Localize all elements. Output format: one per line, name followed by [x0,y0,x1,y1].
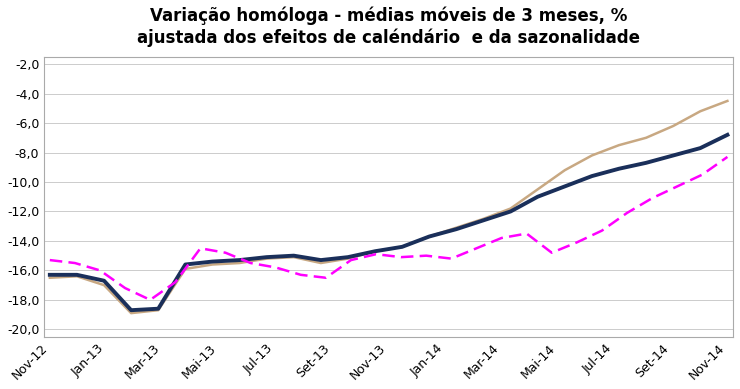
Title: Variação homóloga - médias móveis de 3 meses, %
ajustada dos efeitos de caléndár: Variação homóloga - médias móveis de 3 m… [137,7,640,47]
